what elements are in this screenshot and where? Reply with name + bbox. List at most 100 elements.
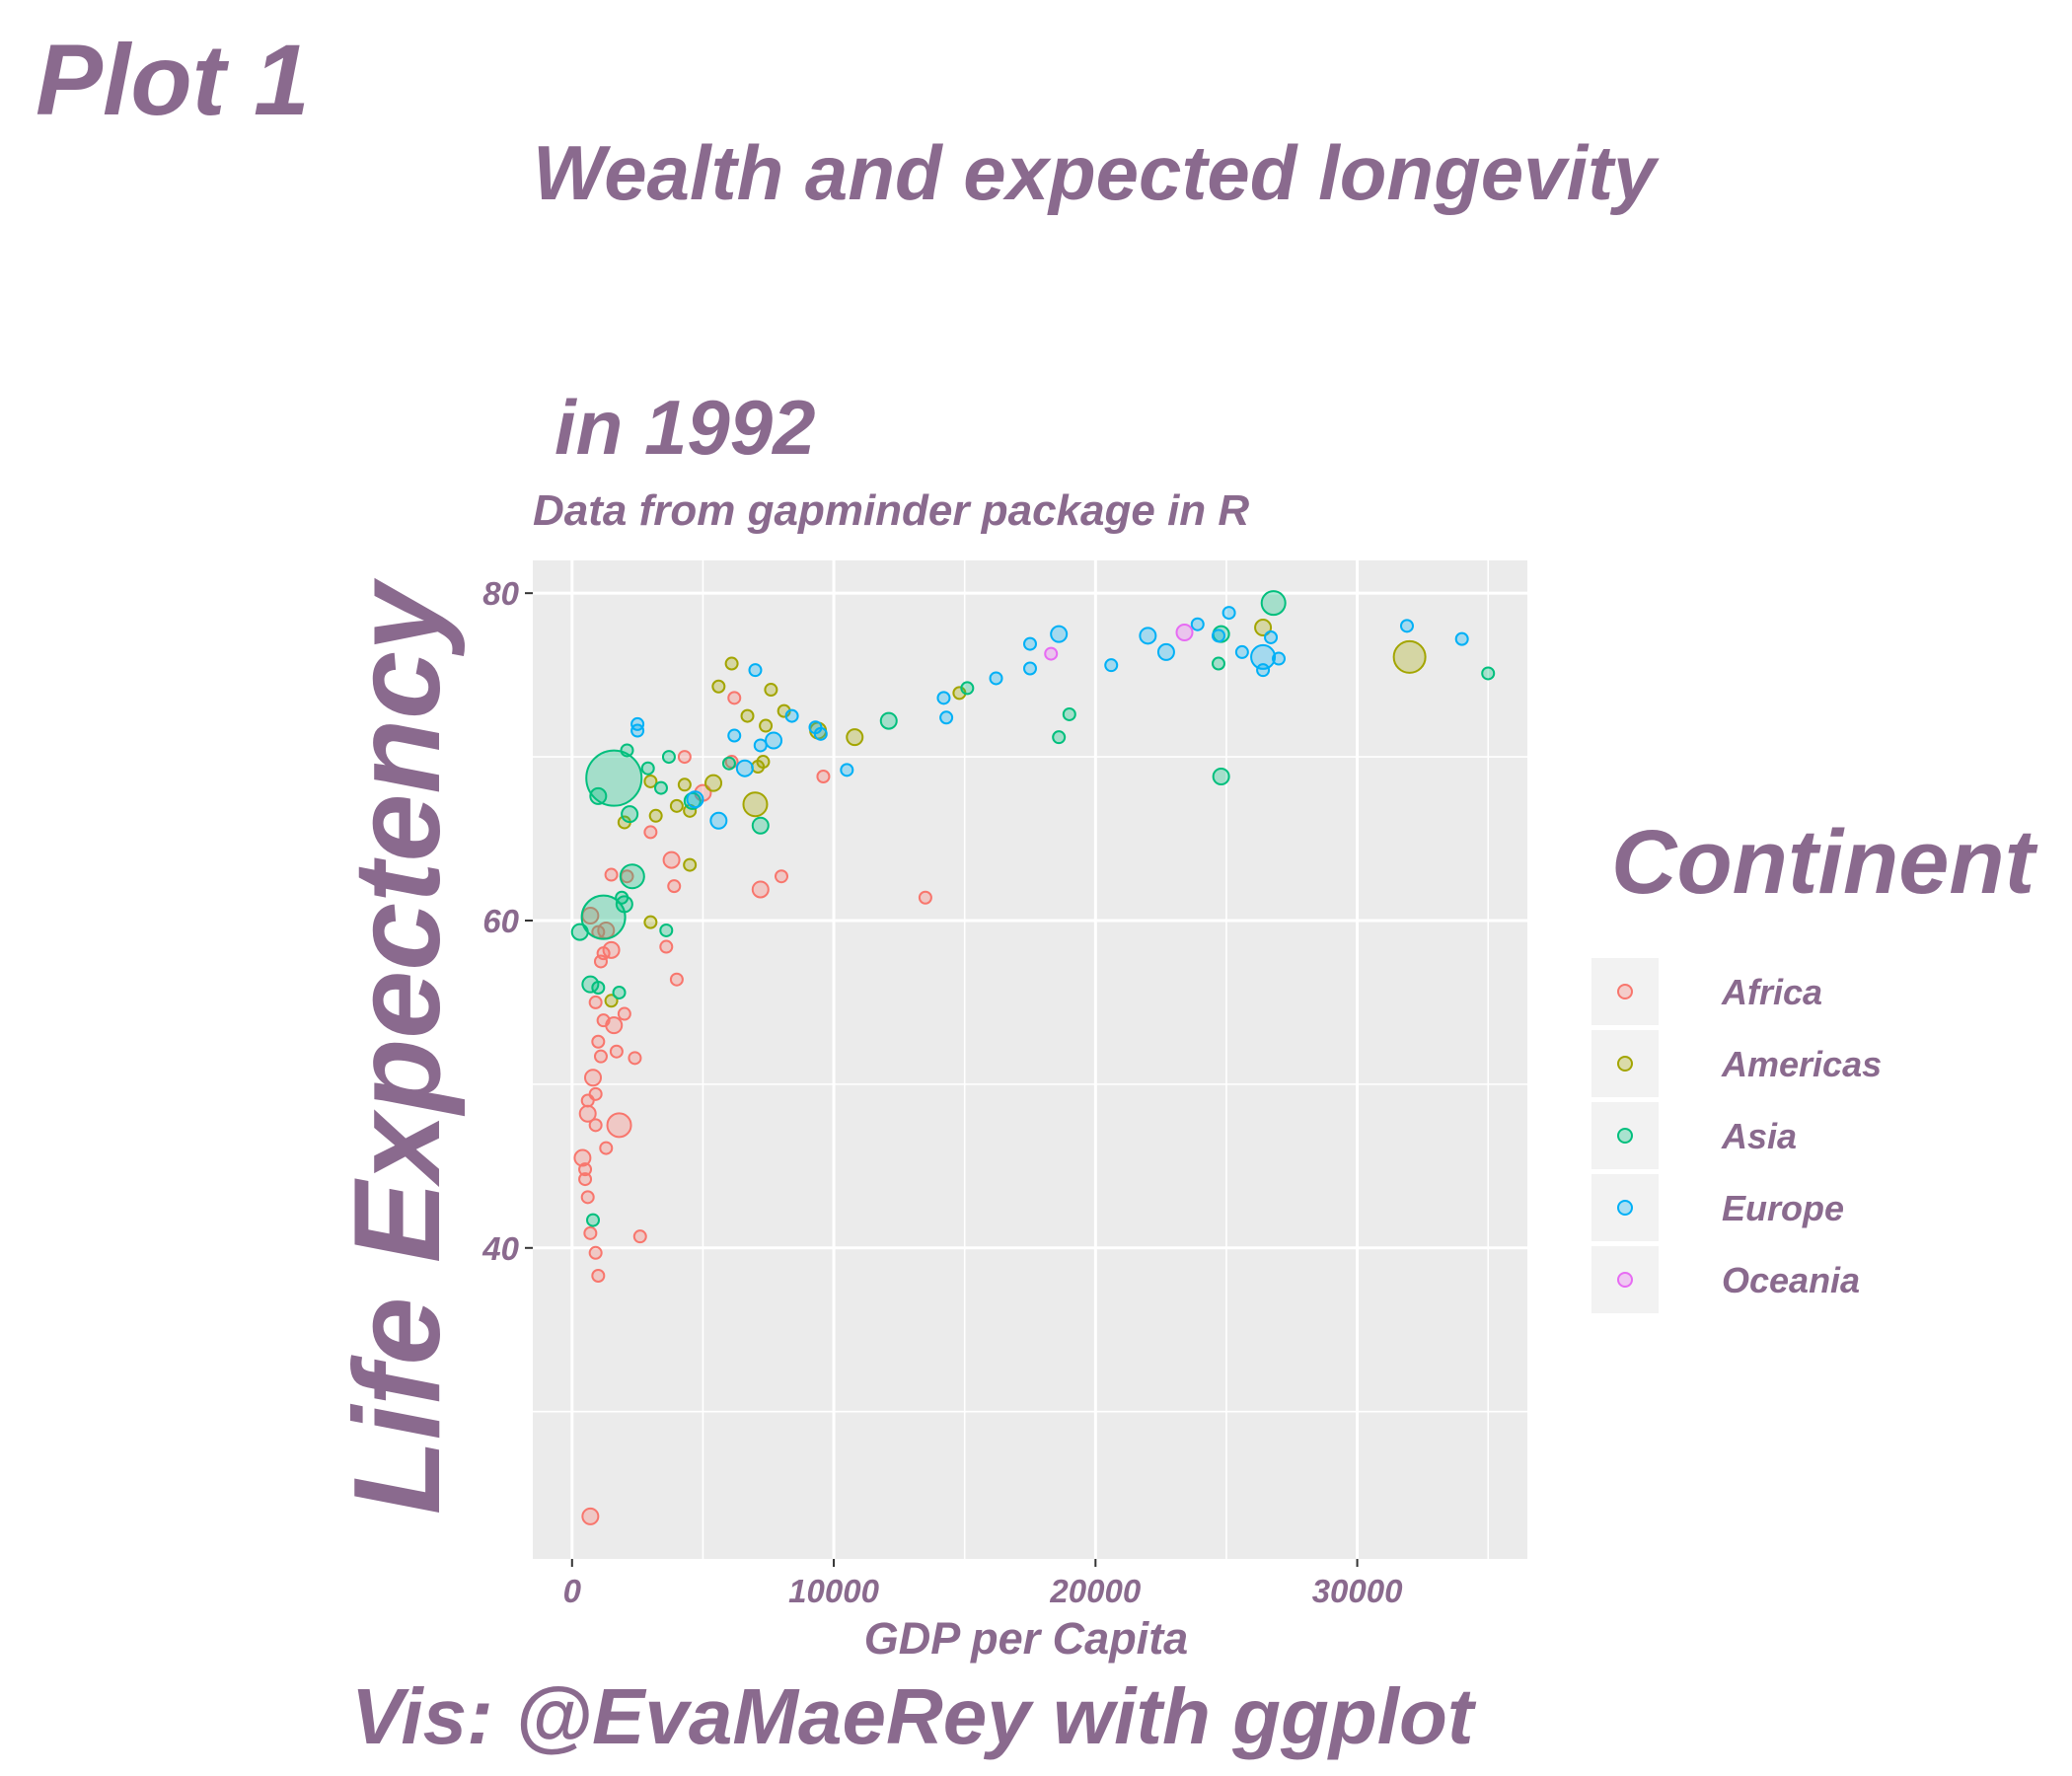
legend-title: Continent (1611, 812, 2035, 913)
y-tick-label: 60 (482, 903, 519, 939)
data-point-europe (1221, 606, 1236, 621)
data-point-americas (759, 718, 774, 733)
data-point-africa (593, 1049, 608, 1064)
data-point-africa (609, 1044, 624, 1059)
legend-label-asia: Asia (1722, 1116, 1798, 1156)
data-point-europe (840, 763, 854, 777)
data-point-africa (677, 750, 692, 765)
data-point-africa (581, 1507, 600, 1525)
data-point-africa (599, 1141, 614, 1155)
data-point-europe (1050, 625, 1069, 643)
data-point-americas (740, 708, 755, 723)
data-point-europe (1190, 617, 1205, 631)
data-point-europe (936, 691, 951, 705)
data-point-europe (1023, 636, 1037, 651)
data-point-europe (1256, 663, 1271, 678)
data-point-africa (584, 1069, 603, 1087)
y-tick-label: 40 (481, 1230, 519, 1267)
data-point-africa (580, 1093, 595, 1108)
data-point-africa (632, 1229, 647, 1244)
data-point-americas (756, 755, 771, 770)
data-point-asia (653, 780, 668, 795)
data-point-europe (1023, 661, 1037, 676)
data-point-americas (1254, 619, 1273, 637)
legend-key-americas (1591, 1030, 1659, 1097)
data-point-americas (1392, 639, 1427, 674)
data-point-europe (765, 731, 783, 750)
data-point-africa (643, 825, 658, 840)
chart-subtitle: Data from gapminder package in R (533, 486, 1250, 535)
legend-symbol-europe (1617, 1200, 1633, 1216)
data-point-africa (667, 879, 682, 894)
x-tick-label: 0 (563, 1573, 582, 1609)
data-point-africa (591, 1268, 606, 1283)
legend-label-oceania: Oceania (1722, 1260, 1861, 1300)
data-point-africa (606, 1112, 632, 1139)
data-point-americas (846, 728, 864, 747)
data-point-asia (1052, 730, 1067, 745)
data-point-americas (604, 994, 619, 1008)
data-point-asia (751, 816, 770, 835)
data-point-asia (621, 805, 639, 824)
data-point-asia (659, 923, 674, 937)
data-point-asia (1481, 666, 1496, 681)
data-point-africa (816, 769, 831, 783)
data-point-europe (1156, 642, 1175, 661)
data-point-europe (1211, 629, 1225, 643)
data-point-americas (764, 683, 778, 698)
data-point-americas (669, 798, 684, 813)
legend-marker-africa (1617, 984, 1633, 999)
data-point-asia (586, 1213, 601, 1227)
data-point-asia (960, 681, 975, 696)
legend-symbol-africa (1617, 984, 1633, 999)
data-point-europe (709, 811, 728, 830)
data-point-africa (588, 1245, 603, 1260)
data-point-europe (686, 790, 704, 809)
data-point-americas (742, 791, 769, 818)
data-point-europe (784, 708, 799, 723)
data-point-americas (643, 915, 658, 929)
data-point-europe (813, 726, 828, 741)
data-point-europe (989, 671, 1003, 686)
data-point-africa (588, 1118, 603, 1133)
legend-symbol-asia (1617, 1128, 1633, 1144)
data-point-americas (677, 777, 692, 792)
data-point-europe (735, 759, 754, 777)
data-point-africa (596, 946, 611, 961)
data-point-europe (1234, 644, 1249, 659)
data-point-asia (589, 786, 608, 805)
data-point-asia (591, 981, 606, 996)
data-point-africa (669, 972, 684, 987)
legend-key-europe (1591, 1174, 1659, 1241)
data-point-asia (581, 975, 600, 994)
data-point-africa (602, 940, 621, 959)
data-point-europe (748, 663, 763, 678)
x-tick-label: 10000 (788, 1573, 879, 1609)
legend-symbol-americas (1617, 1056, 1633, 1072)
data-point-africa (727, 691, 742, 705)
data-point-oceania (1044, 646, 1059, 661)
data-point-europe (1104, 658, 1119, 673)
data-point-europe (1272, 651, 1286, 666)
data-point-africa (588, 995, 603, 1009)
data-point-americas (704, 774, 723, 792)
data-point-americas (683, 857, 698, 872)
chart-title-line-1: Wealth and expected longevity (533, 129, 1657, 216)
data-point-africa (617, 1006, 631, 1021)
data-point-asia (1212, 767, 1230, 785)
data-point-africa (604, 867, 619, 882)
data-point-asia (1211, 656, 1225, 671)
legend-key-oceania (1591, 1246, 1659, 1313)
data-point-europe (1139, 627, 1157, 645)
data-point-europe (1264, 629, 1279, 644)
data-point-africa (596, 1013, 611, 1028)
data-point-europe (1399, 619, 1414, 633)
legend-key-asia (1591, 1102, 1659, 1169)
chart-title-line-2: in 1992 (555, 384, 816, 471)
data-point-africa (918, 890, 932, 905)
legend-marker-oceania (1617, 1272, 1633, 1288)
data-point-asia (585, 749, 643, 807)
legend-symbol-oceania (1617, 1272, 1633, 1288)
data-point-americas (648, 808, 663, 823)
